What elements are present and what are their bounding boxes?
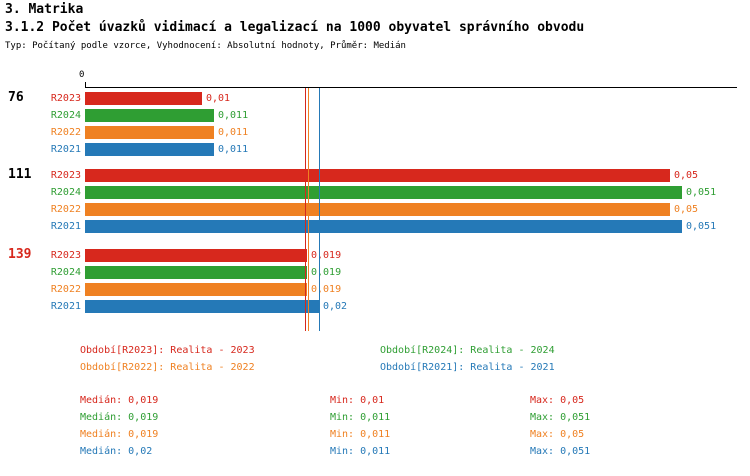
series-label: R2023 (50, 93, 81, 104)
stat-max-r2024: Max: 0,051 (530, 412, 591, 423)
series-label: R2024 (50, 187, 81, 198)
bar-value-label: 0,019 (311, 250, 342, 261)
stat-min-r2021: Min: 0,011 (330, 446, 391, 457)
stat-min-r2023: Min: 0,01 (330, 395, 385, 406)
stat-min-r2024: Min: 0,011 (330, 412, 391, 423)
bar (85, 109, 214, 122)
bar-value-label: 0,051 (686, 187, 717, 198)
bar (85, 249, 307, 262)
bar (85, 266, 307, 279)
bar-value-label: 0,011 (218, 144, 249, 155)
group-label: 139 (8, 247, 32, 262)
bar-value-label: 0,019 (311, 267, 342, 278)
legend-item-r2022: Období[R2022]: Realita - 2022 (80, 362, 255, 373)
bar-value-label: 0,051 (686, 221, 717, 232)
chart-meta: Typ: Počítaný podle vzorce, Vyhodnocení:… (5, 41, 406, 51)
series-label: R2021 (50, 301, 81, 312)
stat-max-r2022: Max: 0,05 (530, 429, 585, 440)
bar-value-label: 0,011 (218, 110, 249, 121)
bar (85, 143, 214, 156)
series-label: R2024 (50, 267, 81, 278)
group-label: 111 (8, 167, 32, 182)
stat-max-r2021: Max: 0,051 (530, 446, 591, 457)
legend-item-r2023: Období[R2023]: Realita - 2023 (80, 345, 255, 356)
bar (85, 300, 319, 313)
stat-median-r2021: Medián: 0,02 (80, 446, 153, 457)
stat-median-r2022: Medián: 0,019 (80, 429, 159, 440)
series-label: R2021 (50, 221, 81, 232)
bar-value-label: 0,01 (206, 93, 231, 104)
axis-line (85, 87, 737, 88)
series-label: R2022 (50, 284, 81, 295)
chart-title: 3.1.2 Počet úvazků vidimací a legalizací… (5, 20, 585, 35)
series-label: R2021 (50, 144, 81, 155)
series-label: R2023 (50, 170, 81, 181)
page-title: 3. Matrika (5, 2, 84, 17)
median-line-r2023 (305, 88, 306, 331)
group-label: 76 (8, 90, 24, 105)
bar (85, 126, 214, 139)
bar-value-label: 0,02 (323, 301, 348, 312)
series-label: R2022 (50, 127, 81, 138)
bar (85, 283, 307, 296)
median-line-r2022 (308, 88, 309, 331)
stat-min-r2022: Min: 0,011 (330, 429, 391, 440)
series-label: R2023 (50, 250, 81, 261)
median-line-r2021 (319, 88, 320, 331)
stat-max-r2023: Max: 0,05 (530, 395, 585, 406)
stat-median-r2023: Medián: 0,019 (80, 395, 159, 406)
stat-median-r2024: Medián: 0,019 (80, 412, 159, 423)
bar-value-label: 0,05 (674, 204, 699, 215)
axis-tick (85, 82, 86, 87)
legend-item-r2024: Období[R2024]: Realita - 2024 (380, 345, 555, 356)
bar-value-label: 0,019 (311, 284, 342, 295)
bar-value-label: 0,05 (674, 170, 699, 181)
axis-zero-label: 0 (79, 70, 85, 80)
bar (85, 186, 682, 199)
legend-item-r2021: Období[R2021]: Realita - 2021 (380, 362, 555, 373)
bar-value-label: 0,011 (218, 127, 249, 138)
bar (85, 92, 202, 105)
bar (85, 220, 682, 233)
series-label: R2024 (50, 110, 81, 121)
bar (85, 203, 670, 216)
bar (85, 169, 670, 182)
series-label: R2022 (50, 204, 81, 215)
